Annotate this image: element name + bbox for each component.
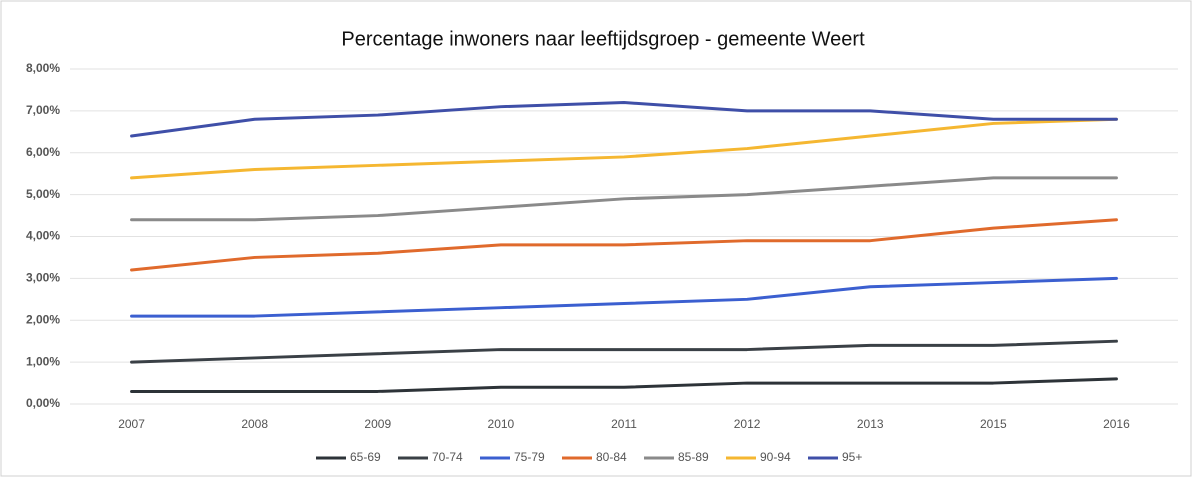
y-tick-label: 8,00% xyxy=(26,61,60,75)
x-tick-label: 2007 xyxy=(118,417,145,431)
legend-label: 70-74 xyxy=(432,450,463,464)
legend-label: 85-89 xyxy=(678,450,709,464)
y-tick-label: 7,00% xyxy=(26,103,60,117)
legend-label: 95+ xyxy=(842,450,862,464)
x-tick-label: 2016 xyxy=(1103,417,1130,431)
y-tick-label: 0,00% xyxy=(26,396,60,410)
series-line xyxy=(130,176,1118,222)
x-tick-label: 2011 xyxy=(611,417,637,431)
series-line xyxy=(130,101,1118,138)
y-tick-label: 6,00% xyxy=(26,145,60,159)
x-tick-label: 2010 xyxy=(488,417,515,431)
legend-label: 90-94 xyxy=(760,450,791,464)
y-tick-label: 3,00% xyxy=(26,271,60,285)
series-line xyxy=(130,339,1118,364)
x-tick-label: 2012 xyxy=(734,417,761,431)
x-tick-label: 2015 xyxy=(980,417,1007,431)
series-line xyxy=(130,377,1118,393)
series-line xyxy=(130,276,1118,318)
x-tick-label: 2013 xyxy=(857,417,884,431)
legend-label: 80-84 xyxy=(596,450,627,464)
series-line xyxy=(130,218,1118,272)
x-tick-label: 2008 xyxy=(241,417,268,431)
legend-label: 65-69 xyxy=(350,450,381,464)
legend-label: 75-79 xyxy=(514,450,545,464)
chart-title: Percentage inwoners naar leeftijdsgroep … xyxy=(341,28,865,50)
y-tick-label: 5,00% xyxy=(26,187,60,201)
x-tick-label: 2009 xyxy=(364,417,391,431)
y-tick-label: 1,00% xyxy=(26,354,60,368)
y-tick-label: 2,00% xyxy=(26,312,60,326)
series-line xyxy=(130,117,1118,180)
y-tick-label: 4,00% xyxy=(26,229,60,243)
